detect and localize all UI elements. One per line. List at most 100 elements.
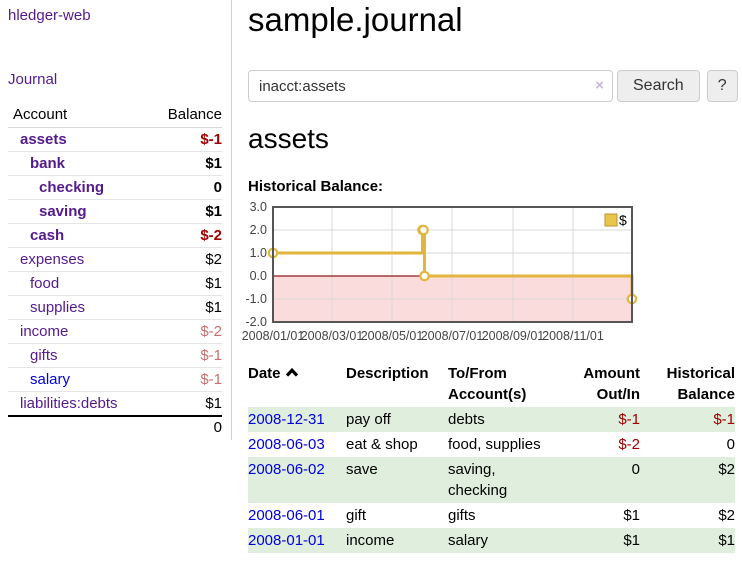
account-name-cell: liabilities:debts (8, 392, 151, 417)
legend-label: $ (619, 212, 627, 228)
account-balance: $1 (205, 395, 222, 412)
register-col-balance: Historical Balance (640, 363, 735, 407)
account-row: assets $-1 (8, 127, 222, 152)
register-col-amount: Amount Out/In (556, 363, 640, 407)
register-table: Date Description To/From Account(s) Amou… (248, 363, 735, 553)
register-date-cell: 2008-01-01 (248, 528, 346, 553)
account-balance: $1 (151, 151, 222, 176)
search-input[interactable] (248, 70, 613, 102)
y-axis-tick-label: 1.0 (250, 246, 267, 260)
account-row: supplies $1 (8, 295, 222, 320)
register-amount-cell: 0 (631, 461, 640, 478)
account-link[interactable]: income (20, 323, 69, 340)
register-date-cell: 2008-06-03 (248, 432, 346, 457)
transaction-date-link[interactable]: 2008-06-03 (248, 436, 325, 453)
transaction-date-link[interactable]: 2008-06-01 (248, 507, 325, 524)
register-accounts-cell: food, supplies (448, 436, 541, 453)
data-point-marker (419, 270, 430, 282)
y-axis-tick-label: -2.0 (245, 315, 267, 329)
accounts-col-account: Account (8, 103, 152, 128)
sidebar-item-journal[interactable]: Journal (8, 71, 58, 88)
account-balance: $1 (151, 271, 222, 296)
account-name-cell: gifts (8, 343, 152, 368)
clear-search-icon[interactable]: × (595, 77, 604, 94)
account-row: expenses $2 (8, 247, 222, 272)
account-balance: $1 (151, 199, 222, 224)
register-accounts-cell: gifts (448, 507, 476, 524)
register-col-date-label: Date (248, 365, 281, 382)
account-link[interactable]: expenses (20, 251, 85, 268)
account-name-cell: saving (8, 199, 152, 224)
register-balance-cell: 0 (726, 436, 735, 453)
account-row: cash $-2 (8, 223, 222, 248)
data-point-marker (418, 224, 429, 236)
account-link[interactable]: assets (20, 131, 67, 148)
register-accounts-cell: debts (448, 411, 485, 428)
register-col-amount-line2: Out/In (596, 386, 640, 403)
register-col-accounts-line2: Account(s) (448, 386, 527, 403)
register-col-description: Description (346, 363, 448, 407)
account-row: gifts $-1 (8, 343, 222, 368)
account-name-cell: bank (8, 151, 152, 176)
account-link[interactable]: food (30, 275, 60, 292)
account-link[interactable]: liabilities:debts (20, 395, 118, 412)
register-header-row: Date Description To/From Account(s) Amou… (248, 363, 735, 407)
account-row: income $-2 (8, 319, 222, 344)
account-link[interactable]: checking (39, 179, 105, 196)
accounts-table: Account Balance assets $-1 bank $1 checking 0… (8, 103, 222, 439)
account-name-cell: checking (8, 175, 152, 200)
accounts-header-row: Account Balance (8, 103, 222, 128)
search-button[interactable]: Search (617, 70, 700, 102)
chart-title: Historical Balance: (248, 178, 384, 195)
register-amount-cell: $-2 (618, 436, 640, 453)
register-col-balance-line2: Balance (677, 386, 735, 403)
accounts-total-row: 0 (8, 415, 222, 439)
x-axis-tick-label: 2008/03/01 (301, 329, 364, 343)
account-row: saving $1 (8, 199, 222, 224)
account-link[interactable]: supplies (30, 299, 86, 316)
register-accounts-cell: saving, checking (448, 461, 508, 499)
x-axis-tick-label: 2008/09/01 (482, 329, 545, 343)
register-description-cell: pay off (346, 411, 391, 428)
historical-balance-chart: $3.0 2.0 1.0 0.0 -1.0 -2.0 2008/01/01 2008/03/0… (242, 200, 646, 352)
account-link[interactable]: cash (30, 227, 65, 244)
plot-border (272, 206, 633, 323)
register-date-cell: 2008-06-01 (248, 503, 346, 528)
register-date-cell: 2008-06-02 (248, 457, 346, 503)
search-form: × Search? (248, 70, 738, 102)
account-name-cell: income (8, 319, 152, 344)
accounts-col-balance: Balance (151, 103, 222, 128)
register-balance-cell: $2 (718, 461, 735, 478)
account-name-cell: food (8, 271, 152, 296)
account-row: food $1 (8, 271, 222, 296)
account-link[interactable]: salary (30, 371, 71, 388)
x-axis-tick-label: 2008/11/01 (542, 329, 604, 343)
register-col-description-label: Description (346, 365, 429, 382)
legend-swatch (604, 213, 618, 227)
transaction-date-link[interactable]: 2008-12-31 (248, 411, 325, 428)
transaction-date-link[interactable]: 2008-06-02 (248, 461, 325, 478)
register-row: 2008-06-02 save saving, checking 0 $2 (248, 457, 735, 503)
account-name-cell: assets (8, 127, 152, 152)
account-balance: $-2 (151, 223, 222, 248)
main-content: sample.journal × Search? assets Historic… (242, 0, 742, 582)
account-name-cell: supplies (8, 295, 152, 320)
y-axis-tick-label: -1.0 (245, 292, 267, 306)
search-help-button[interactable]: ? (706, 70, 738, 102)
account-link[interactable]: bank (30, 155, 66, 172)
account-name-cell: salary (8, 367, 152, 392)
page-title: sample.journal (248, 1, 463, 38)
account-link[interactable]: gifts (30, 347, 58, 364)
x-axis-tick-label: 2008/05/01 (361, 329, 424, 343)
account-link[interactable]: saving (39, 203, 87, 220)
register-balance-cell: $1 (718, 532, 735, 549)
account-balance: $-1 (151, 367, 222, 392)
brand-link[interactable]: hledger-web (8, 7, 91, 24)
register-col-date[interactable]: Date (248, 363, 346, 407)
register-description-cell: gift (346, 507, 367, 524)
register-col-accounts-line1: To/From (448, 365, 507, 382)
transaction-date-link[interactable]: 2008-01-01 (248, 532, 325, 549)
search-box: × (248, 70, 613, 102)
account-balance: $-1 (151, 343, 222, 368)
register-amount-cell: $-1 (618, 411, 640, 428)
